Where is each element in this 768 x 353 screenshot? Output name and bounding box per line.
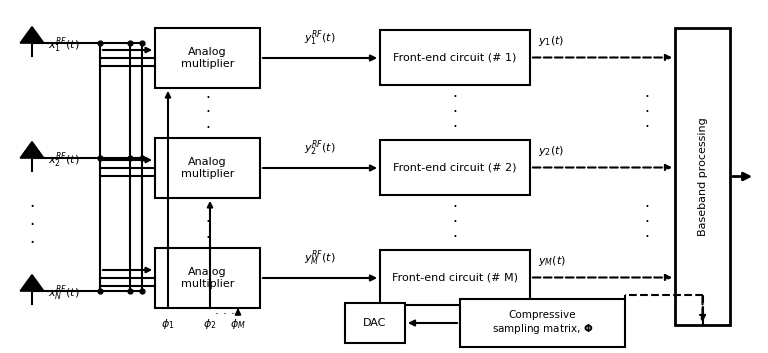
Bar	[345, 303, 405, 343]
Text: $y_2(t)$: $y_2(t)$	[538, 144, 564, 157]
Text: · · ·: · · ·	[215, 309, 235, 322]
Text: $x_1^{RF}(t)$: $x_1^{RF}(t)$	[48, 35, 80, 55]
Text: $y_1(t)$: $y_1(t)$	[538, 34, 564, 48]
Text: Analog
multiplier: Analog multiplier	[180, 267, 234, 289]
Polygon shape	[20, 27, 44, 43]
Polygon shape	[20, 142, 44, 158]
Bar	[675, 28, 730, 325]
Text: ·
·
·: · · ·	[644, 90, 650, 135]
Text: Compressive
sampling matrix, $\mathbf{\Phi}$: Compressive sampling matrix, $\mathbf{\P…	[492, 310, 593, 336]
Text: $x_N^{RF}(t)$: $x_N^{RF}(t)$	[48, 283, 80, 303]
Text: Baseband processing: Baseband processing	[697, 117, 707, 236]
Bar	[155, 28, 260, 88]
Text: Front-end circuit (# 2): Front-end circuit (# 2)	[393, 162, 517, 173]
Text: $y_M(t)$: $y_M(t)$	[538, 253, 566, 268]
Text: $y_M^{RF}(t)$: $y_M^{RF}(t)$	[304, 249, 336, 268]
Text: Analog
multiplier: Analog multiplier	[180, 157, 234, 179]
Bar	[460, 299, 625, 347]
Text: $x_2^{RF}(t)$: $x_2^{RF}(t)$	[48, 150, 80, 170]
Bar	[380, 140, 530, 195]
Text: $\phi_M$: $\phi_M$	[230, 317, 246, 331]
Text: ·
·
·: · · ·	[29, 198, 35, 252]
Text: ·
·
·: · · ·	[452, 200, 458, 245]
Text: DAC: DAC	[363, 318, 386, 328]
Text: ·
·
·: · · ·	[452, 90, 458, 135]
Text: $\phi_2$: $\phi_2$	[204, 317, 217, 331]
Bar	[380, 250, 530, 305]
Polygon shape	[20, 275, 44, 291]
Bar	[380, 30, 530, 85]
Bar	[155, 248, 260, 308]
Text: $y_2^{RF}(t)$: $y_2^{RF}(t)$	[304, 138, 336, 158]
Text: $\phi_1$: $\phi_1$	[161, 317, 175, 331]
Text: $y_1^{RF}(t)$: $y_1^{RF}(t)$	[304, 28, 336, 48]
Text: ·
·
·: · · ·	[205, 201, 210, 245]
Bar	[155, 138, 260, 198]
Text: Front-end circuit (# M): Front-end circuit (# M)	[392, 273, 518, 282]
Text: Front-end circuit (# 1): Front-end circuit (# 1)	[393, 53, 517, 62]
Text: ·
·
·: · · ·	[205, 90, 210, 136]
Text: ·
·
·: · · ·	[644, 200, 650, 245]
Text: Analog
multiplier: Analog multiplier	[180, 47, 234, 69]
